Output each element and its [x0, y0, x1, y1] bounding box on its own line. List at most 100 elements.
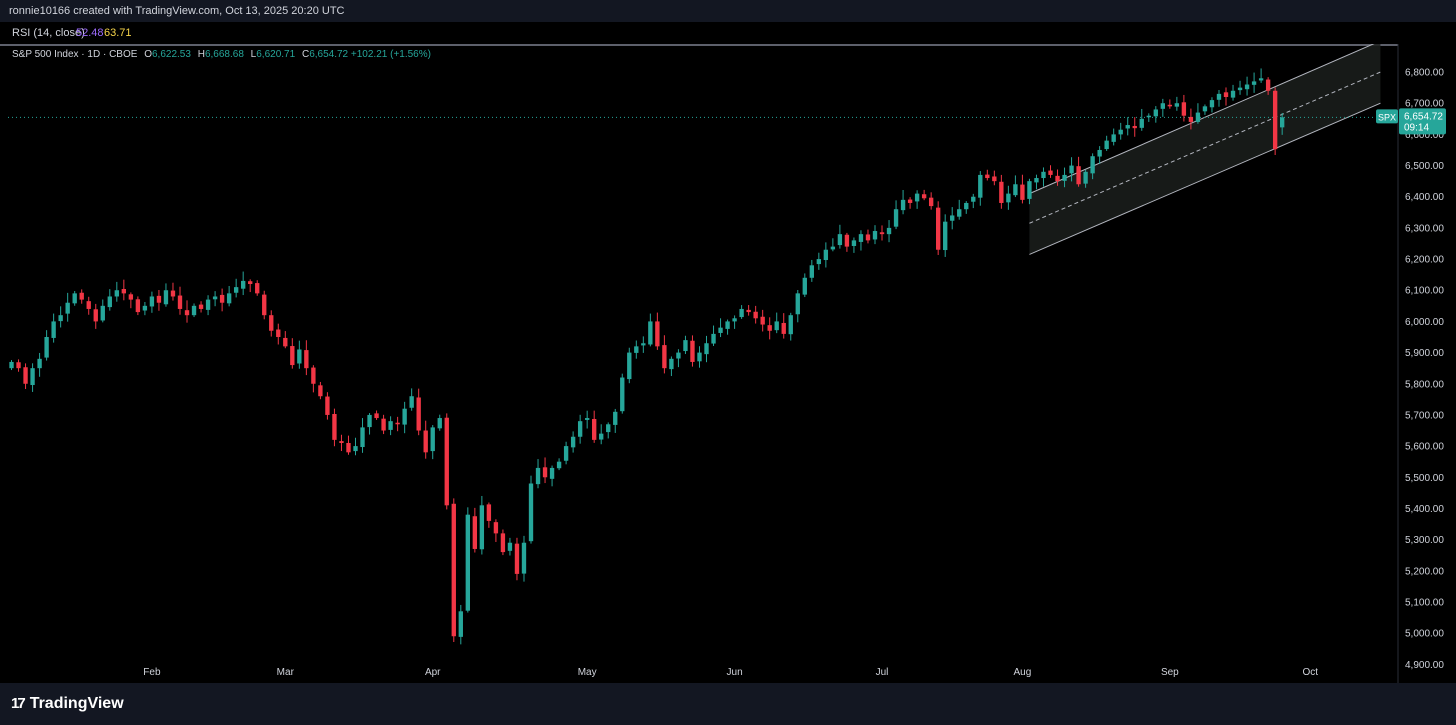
candle-body — [1167, 104, 1173, 107]
candle-body — [521, 542, 527, 574]
candle-body — [51, 321, 56, 338]
candle-body — [346, 442, 351, 453]
candle-body — [823, 249, 829, 261]
candle-body — [311, 367, 316, 384]
x-tick-label: Sep — [1161, 667, 1179, 678]
candle-body — [93, 309, 98, 322]
candle-body — [458, 611, 463, 637]
candle-body — [893, 209, 899, 227]
candle-body — [1244, 84, 1250, 90]
y-tick-label: 5,700.00 — [1405, 410, 1444, 421]
candle-body — [760, 316, 765, 325]
ticker-label: SPX — [1378, 112, 1396, 122]
candle-body — [900, 199, 906, 211]
candle-body — [592, 418, 597, 440]
open-value: 6,622.53 — [152, 49, 191, 60]
y-tick-label: 5,600.00 — [1405, 442, 1444, 453]
candle-body — [1153, 109, 1158, 117]
candle-body — [156, 295, 162, 303]
y-tick-label: 5,100.00 — [1405, 597, 1444, 608]
candle-body — [999, 181, 1004, 203]
candle-body — [395, 422, 400, 425]
candle-body — [297, 349, 302, 364]
candle-body — [1174, 103, 1180, 107]
close-value: 6,654.72 — [309, 49, 349, 60]
y-tick-label: 5,400.00 — [1405, 504, 1444, 515]
candle-body — [662, 345, 667, 369]
countdown-label: 09:14 — [1404, 122, 1429, 133]
candle-body — [879, 232, 885, 235]
candle-body — [556, 461, 562, 469]
candle-body — [907, 199, 913, 203]
candle-body — [514, 543, 520, 574]
candle-body — [1083, 171, 1088, 184]
high-value: 6,668.68 — [204, 49, 244, 60]
candle-body — [241, 280, 246, 289]
symbol-legend[interactable]: S&P 500 Index · 1D · CBOE O6,622.53 H6,6… — [12, 49, 431, 60]
y-tick-label: 5,300.00 — [1405, 535, 1444, 546]
last-price-label: 6,654.72 — [1404, 111, 1443, 122]
candle-body — [262, 294, 267, 316]
candle-body — [627, 352, 632, 380]
candle-body — [318, 385, 323, 397]
candle-body — [1090, 156, 1095, 174]
candle-body — [30, 368, 35, 386]
candle-body — [746, 309, 751, 313]
candle-body — [816, 259, 822, 265]
candle-body — [634, 346, 639, 353]
rsi-value: 52.48 — [76, 27, 104, 39]
candle-body — [641, 343, 646, 346]
tradingview-logo-icon: 17 — [11, 695, 26, 712]
candle-body — [65, 302, 70, 314]
candle-body — [437, 418, 442, 429]
candle-body — [788, 315, 793, 335]
candle-body — [620, 377, 625, 412]
candle-body — [1069, 165, 1074, 174]
candle-body — [1188, 116, 1194, 122]
candle-body — [577, 421, 583, 437]
candle-body — [844, 234, 850, 247]
candle-body — [23, 367, 28, 384]
candle-body — [507, 542, 513, 551]
y-tick-label: 6,100.00 — [1405, 286, 1444, 297]
candle-body — [655, 321, 660, 347]
candle-body — [781, 322, 786, 334]
candle-body — [1139, 118, 1144, 128]
candle-body — [1111, 134, 1116, 142]
candle-body — [451, 503, 456, 637]
candle-body — [1013, 184, 1018, 196]
change-value: +102.21 (+1.56%) — [350, 49, 431, 60]
candle-body — [872, 231, 878, 240]
candle-body — [936, 207, 941, 250]
candle-body — [1076, 166, 1081, 185]
candle-body — [1034, 178, 1039, 183]
candle-body — [1118, 129, 1123, 135]
rsi-pane[interactable]: RSI (14, close) 52.48 63.71 — [0, 22, 1456, 46]
candle-body — [613, 411, 618, 425]
candle-body — [606, 424, 611, 433]
candle-body — [921, 194, 927, 199]
candle-body — [1020, 184, 1025, 200]
candle-body — [774, 321, 779, 331]
candle-body — [423, 430, 428, 453]
tradingview-logo[interactable]: 17 TradingView — [11, 695, 124, 713]
candle-body — [198, 304, 204, 309]
candle-body — [465, 514, 470, 611]
candle-body — [177, 295, 183, 309]
candlestick-chart[interactable]: 4,900.00 5,000.00 5,100.00 5,200.00 5,300.00… — [0, 44, 1456, 683]
candle-body — [107, 296, 112, 308]
candle-body — [402, 408, 407, 425]
brand-name: TradingView — [29, 695, 124, 712]
candle-body — [9, 361, 14, 369]
x-tick-label: Mar — [277, 667, 295, 678]
candle-body — [58, 315, 63, 322]
y-tick-label: 6,200.00 — [1405, 255, 1444, 266]
candle-body — [191, 305, 197, 316]
candle-body — [142, 305, 148, 311]
candle-body — [690, 340, 695, 362]
top-bar: ronnie10166 created with TradingView.com… — [0, 0, 1456, 23]
candle-body — [697, 352, 702, 362]
candle-body — [1223, 92, 1229, 97]
candle-body — [283, 337, 288, 347]
y-tick-label: 5,500.00 — [1405, 473, 1444, 484]
